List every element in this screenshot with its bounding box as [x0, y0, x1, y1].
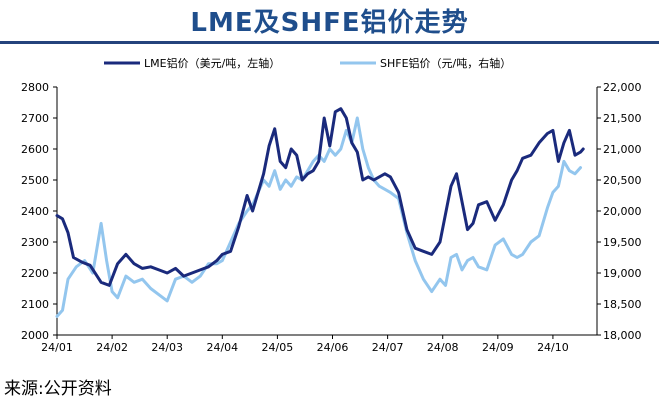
- y-right-tick-label: 20,000: [603, 205, 642, 218]
- title-divider: [0, 41, 659, 44]
- chart-series: [55, 107, 585, 318]
- y-right-tick-label: 22,000: [603, 81, 642, 94]
- x-tick-label: 24/09: [482, 341, 514, 354]
- chart-axes: 2000 2100 2200 2300 2400 2500 2600 2700 2800 18,0…: [21, 81, 642, 354]
- x-tick-label: 24/08: [427, 341, 459, 354]
- y-left-tick-label: 2100: [21, 298, 49, 311]
- x-tick-label: 24/02: [96, 341, 128, 354]
- y-left-tick-label: 2200: [21, 267, 49, 280]
- y-left-tick-label: 2500: [21, 174, 49, 187]
- x-tick-label: 24/10: [537, 341, 569, 354]
- y-left-tick-label: 2800: [21, 81, 49, 94]
- y-right-tick-label: 19,500: [603, 236, 642, 249]
- source-note: 来源:公开资料: [4, 379, 112, 399]
- y-left-tick-label: 2400: [21, 205, 49, 218]
- x-tick-label: 24/01: [41, 341, 73, 354]
- lme-series-line: [55, 107, 585, 287]
- y-left-tick-label: 2300: [21, 236, 49, 249]
- x-tick-label: 24/05: [262, 341, 294, 354]
- x-tick-label: 24/07: [372, 341, 404, 354]
- chart-legend: LME铝价（美元/吨，左轴） SHFE铝价（元/吨，右轴）: [104, 56, 511, 70]
- shfe-series-line: [55, 116, 582, 318]
- y-right-tick-label: 18,500: [603, 298, 642, 311]
- legend-label-lme: LME铝价（美元/吨，左轴）: [144, 56, 280, 70]
- y-right-tick-label: 21,000: [603, 143, 642, 156]
- y-right-tick-label: 18,000: [603, 329, 642, 342]
- x-tick-label: 24/06: [317, 341, 349, 354]
- legend-label-shfe: SHFE铝价（元/吨，右轴）: [380, 56, 511, 70]
- y-left-tick-label: 2000: [21, 329, 49, 342]
- x-tick-label: 24/04: [206, 341, 238, 354]
- y-left-tick-label: 2600: [21, 143, 49, 156]
- y-right-tick-label: 20,500: [603, 174, 642, 187]
- aluminum-price-chart: LME铝价（美元/吨，左轴） SHFE铝价（元/吨，右轴） 2000 2100 220…: [21, 56, 642, 354]
- y-right-tick-label: 19,000: [603, 267, 642, 280]
- page-title: LME及SHFE铝价走势: [190, 8, 469, 38]
- y-left-tick-label: 2700: [21, 112, 49, 125]
- y-right-tick-label: 21,500: [603, 112, 642, 125]
- x-tick-label: 24/03: [151, 341, 183, 354]
